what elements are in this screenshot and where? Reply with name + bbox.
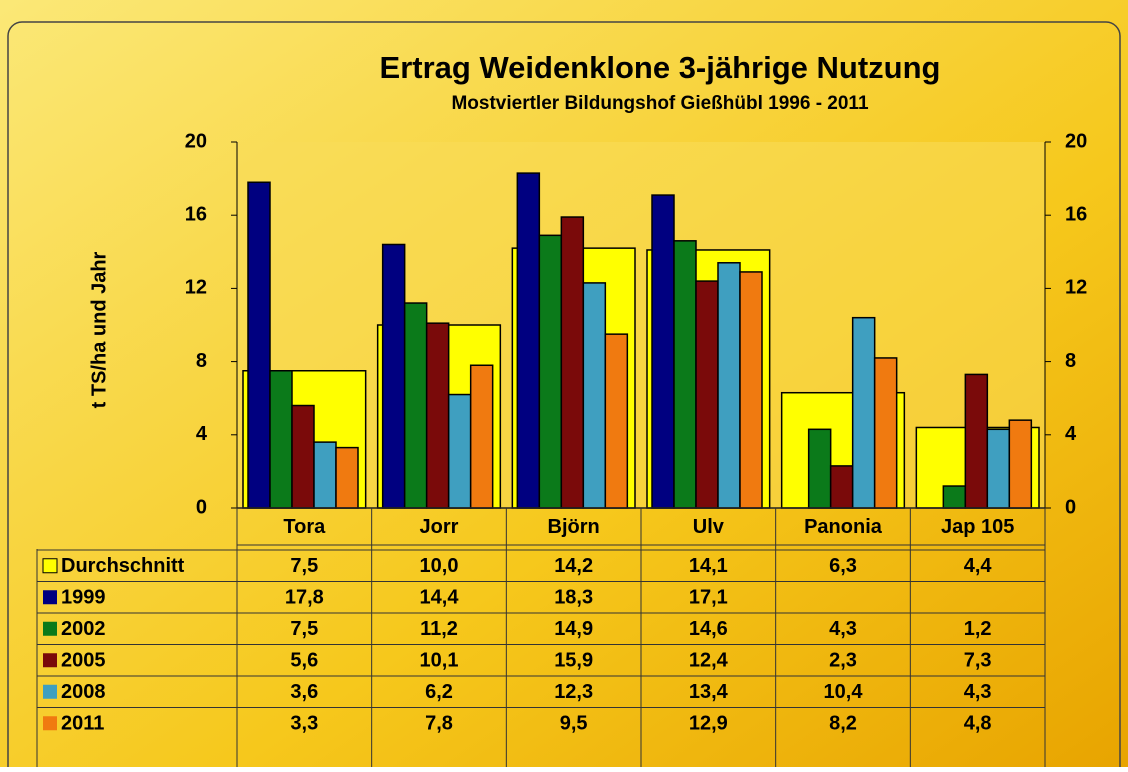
bar	[269, 370, 293, 509]
x-tick-label: Jorr	[420, 516, 459, 538]
y2-tick-label: 0	[1065, 496, 1076, 518]
bar	[717, 262, 741, 509]
y-tick-label: 20	[185, 130, 207, 152]
table-value: 12,9	[689, 713, 728, 735]
legend-swatch	[43, 716, 57, 731]
y2-tick-label: 20	[1065, 130, 1087, 152]
table-value: 17,8	[285, 587, 324, 609]
table-value: 3,3	[290, 713, 318, 735]
legend-swatch	[43, 684, 57, 699]
legend-swatch	[43, 590, 57, 605]
table-value: 14,2	[554, 555, 593, 577]
bar	[381, 243, 406, 509]
table-value: 7,5	[290, 555, 318, 577]
bar	[651, 194, 675, 509]
bar	[739, 271, 763, 509]
bar	[560, 216, 585, 509]
table-value: 14,4	[420, 587, 460, 609]
y2-tick-label: 12	[1065, 277, 1087, 299]
bar	[291, 404, 315, 509]
bar	[247, 181, 271, 509]
table-value: 17,1	[689, 587, 728, 609]
x-tick-label: Panonia	[804, 516, 883, 538]
bar	[1008, 419, 1033, 509]
bar	[313, 441, 337, 509]
chart-subtitle: Mostviertler Bildungshof Gießhübl 1996 -…	[451, 93, 868, 114]
table-value: 15,9	[554, 650, 593, 672]
table-value: 3,6	[290, 681, 318, 703]
y2-tick-label: 4	[1065, 423, 1077, 445]
table-value: 10,0	[420, 555, 459, 577]
x-tick-label: Björn	[548, 516, 600, 538]
bar	[673, 240, 697, 509]
table-value: 11,2	[420, 618, 458, 640]
table-value: 12,3	[554, 681, 593, 703]
table-value: 4,8	[964, 713, 992, 735]
y-tick-label: 0	[196, 496, 207, 518]
table-value: 4,3	[829, 618, 857, 640]
bar	[516, 172, 541, 509]
x-tick-label: Tora	[283, 516, 326, 538]
table-value: 4,3	[964, 681, 992, 703]
bar	[942, 485, 967, 509]
bar	[538, 234, 563, 509]
bar	[807, 428, 832, 509]
frame	[7, 21, 1121, 772]
bar	[469, 364, 494, 509]
plot-area	[237, 142, 1045, 508]
bar	[403, 302, 428, 509]
y-tick-label: 8	[196, 350, 207, 372]
y2-tick-label: 8	[1065, 350, 1076, 372]
y-tick-label: 12	[185, 277, 207, 299]
table-value: 9,5	[560, 713, 588, 735]
bar	[829, 465, 854, 509]
table-value: 10,1	[420, 650, 459, 672]
bar	[851, 316, 876, 509]
y-axis-label: t TS/ha und Jahr	[88, 251, 110, 408]
legend-label: 2008	[61, 681, 106, 703]
legend-label: 2011	[61, 713, 104, 735]
table-value: 12,4	[689, 650, 729, 672]
x-tick-label: Ulv	[693, 516, 725, 538]
bar	[425, 322, 450, 509]
legend-label: 1999	[61, 587, 106, 609]
table-value: 8,2	[829, 713, 857, 735]
bar	[604, 333, 629, 509]
table-value: 14,1	[689, 555, 728, 577]
legend-label: Durchschnitt	[61, 555, 185, 577]
bar	[964, 373, 989, 509]
legend-swatch	[43, 653, 57, 668]
bar	[986, 428, 1011, 509]
bar	[582, 282, 607, 509]
table-value: 7,8	[425, 713, 453, 735]
table-value: 2,3	[829, 650, 857, 672]
table-value: 14,6	[689, 618, 728, 640]
table-value: 1,2	[964, 618, 992, 640]
y2-tick-label: 16	[1065, 203, 1087, 225]
table-value: 4,4	[964, 555, 993, 577]
table-value: 14,9	[554, 618, 593, 640]
legend-swatch	[42, 558, 58, 574]
bar	[447, 393, 472, 509]
x-tick-label: Jap 105	[941, 516, 1014, 538]
bar	[695, 280, 719, 509]
legend-swatch	[43, 621, 57, 636]
table-value: 13,4	[689, 681, 729, 703]
legend-label: 2005	[61, 650, 106, 672]
bar	[335, 446, 359, 509]
y-tick-label: 16	[185, 203, 207, 225]
table-value: 10,4	[824, 681, 864, 703]
bar	[873, 357, 898, 509]
table-value: 7,5	[290, 618, 318, 640]
table-value: 6,3	[829, 555, 857, 577]
y-tick-label: 4	[196, 423, 208, 445]
table-value: 7,3	[964, 650, 992, 672]
table-value: 18,3	[554, 587, 593, 609]
legend-label: 2002	[61, 618, 106, 640]
chart-title: Ertrag Weidenklone 3-jährige Nutzung	[380, 50, 941, 85]
table-value: 6,2	[425, 681, 453, 703]
table-value: 5,6	[290, 650, 318, 672]
